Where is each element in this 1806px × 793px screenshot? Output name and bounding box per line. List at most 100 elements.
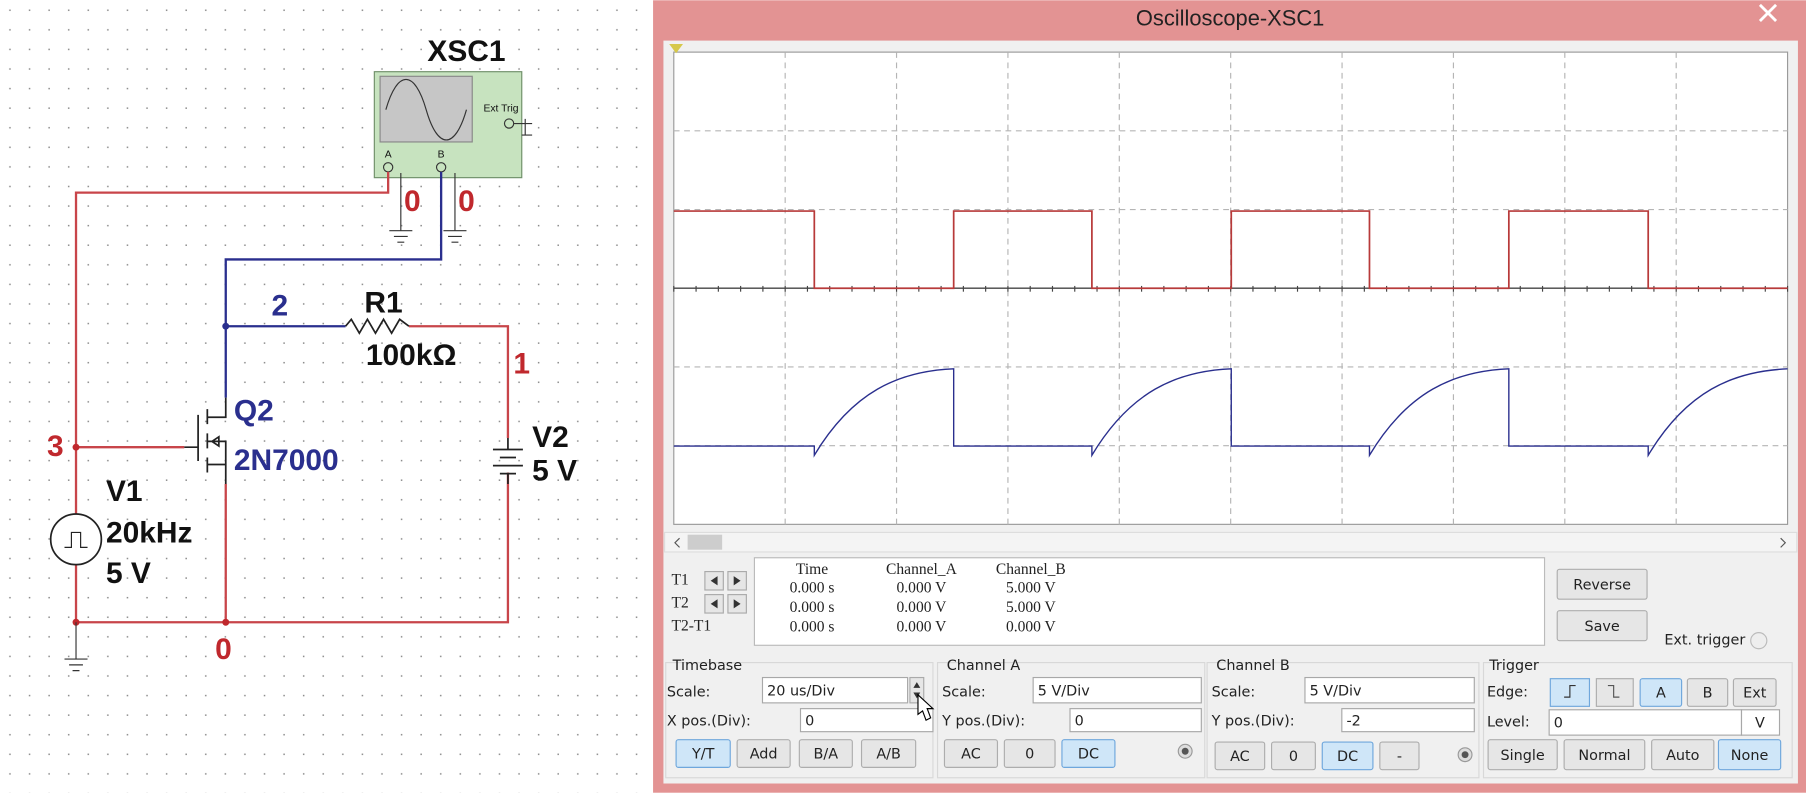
button-face[interactable] — [736, 739, 791, 768]
edge-icon — [1564, 685, 1576, 698]
button-face[interactable] — [1003, 739, 1056, 768]
button[interactable]: Auto — [1651, 739, 1715, 771]
button[interactable]: 0 — [1270, 741, 1316, 771]
button-label[interactable]: Normal — [1578, 748, 1630, 764]
mosfet — [184, 397, 227, 485]
button-label[interactable]: DC — [1337, 749, 1358, 765]
resistor — [344, 317, 410, 335]
button-label[interactable]: Single — [1501, 748, 1545, 764]
group-box — [1482, 661, 1793, 779]
button-face[interactable] — [1214, 741, 1266, 771]
readout-value: 0.000 V — [897, 599, 948, 616]
button[interactable]: AC — [1214, 741, 1266, 771]
text-input[interactable] — [1341, 708, 1475, 733]
button-label[interactable]: Auto — [1666, 748, 1700, 764]
button-face[interactable] — [1556, 568, 1648, 600]
button-face[interactable] — [1639, 678, 1683, 707]
button[interactable]: DC — [1061, 739, 1116, 768]
button[interactable]: Reverse — [1556, 568, 1648, 600]
button[interactable]: None — [1717, 739, 1782, 771]
edge-button[interactable] — [1549, 678, 1591, 707]
button[interactable]: A — [1639, 678, 1683, 707]
button-label[interactable]: Ext — [1743, 686, 1767, 702]
pulse-icon — [64, 531, 88, 548]
button-face[interactable] — [860, 739, 917, 768]
button[interactable]: Y/T — [675, 739, 731, 768]
wire — [408, 325, 510, 438]
component-value: 2N7000 — [234, 444, 339, 477]
button-face[interactable] — [675, 739, 731, 768]
button[interactable]: DC — [1321, 741, 1374, 771]
button-face[interactable] — [1321, 741, 1374, 771]
input-value[interactable]: 0 — [1075, 713, 1084, 729]
button-label[interactable]: A/B — [876, 747, 901, 763]
button-label[interactable]: None — [1731, 748, 1769, 764]
button-face[interactable] — [1686, 678, 1729, 707]
scroll-arrow[interactable] — [674, 537, 1787, 548]
button-label[interactable]: Save — [1584, 619, 1619, 635]
scope-icon — [385, 79, 468, 141]
button-face[interactable] — [798, 739, 853, 768]
input-value[interactable]: 5 V/Div — [1038, 683, 1090, 699]
button-face[interactable] — [1651, 739, 1715, 771]
input-value[interactable]: 5 V/Div — [1310, 683, 1362, 699]
input-value[interactable]: 0 — [805, 713, 814, 729]
close-button[interactable] — [1758, 3, 1778, 23]
text-input[interactable] — [761, 676, 909, 704]
button-face[interactable] — [1717, 739, 1782, 771]
button-label[interactable]: B — [1703, 686, 1713, 702]
button-face[interactable] — [1732, 678, 1777, 707]
button[interactable]: Add — [736, 739, 791, 768]
button-face[interactable] — [1379, 741, 1420, 771]
text-input[interactable] — [1548, 709, 1743, 736]
text-input[interactable] — [1032, 676, 1202, 704]
button-label[interactable]: 0 — [1025, 747, 1034, 763]
button-label[interactable]: DC — [1078, 747, 1099, 763]
button[interactable]: 0 — [1003, 739, 1056, 768]
edge-button[interactable] — [1595, 678, 1634, 707]
button-face[interactable] — [1487, 739, 1558, 771]
button-face[interactable] — [1061, 739, 1116, 768]
window-title: Oscilloscope-XSC1 — [1136, 6, 1324, 31]
channel-radio-dot — [1181, 747, 1189, 755]
button-label[interactable]: AC — [961, 747, 981, 763]
label: Timebase — [672, 658, 743, 674]
button[interactable]: B/A — [798, 739, 853, 768]
button-label[interactable]: Reverse — [1573, 577, 1631, 593]
ground — [443, 173, 467, 243]
ext-trigger-radio[interactable] — [1750, 632, 1768, 650]
button[interactable]: Normal — [1563, 739, 1646, 771]
text-input[interactable] — [1069, 708, 1202, 733]
button[interactable]: AC — [943, 739, 999, 768]
button[interactable]: - — [1379, 741, 1420, 771]
button-label[interactable]: B/A — [814, 747, 839, 763]
button-label[interactable]: Add — [750, 747, 778, 763]
cursor-label: T2 — [671, 594, 688, 611]
button-label[interactable]: - — [1397, 749, 1402, 765]
button-face[interactable] — [1556, 610, 1648, 642]
readout-header: Channel_B — [996, 561, 1066, 578]
button-label[interactable]: A — [1656, 686, 1666, 702]
button-face[interactable] — [1270, 741, 1316, 771]
input-value[interactable]: 20 us/Div — [767, 683, 835, 699]
text-input[interactable] — [1304, 676, 1475, 704]
label: Scale: — [942, 685, 986, 701]
button-label[interactable]: Y/T — [691, 747, 715, 763]
unit-label: V — [1755, 716, 1765, 732]
button-label[interactable]: AC — [1230, 749, 1250, 765]
component-label: V1 — [106, 475, 143, 508]
input-value[interactable]: -2 — [1346, 713, 1360, 729]
scrollbar[interactable] — [664, 531, 1798, 553]
scroll-thumb[interactable] — [687, 534, 723, 550]
button-face[interactable] — [1563, 739, 1646, 771]
button[interactable]: Ext — [1732, 678, 1777, 707]
button-label[interactable]: 0 — [1289, 749, 1298, 765]
button[interactable]: A/B — [860, 739, 917, 768]
text-input[interactable] — [799, 708, 934, 733]
cursor-label: T2-T1 — [671, 617, 711, 634]
button[interactable]: B — [1686, 678, 1729, 707]
input-value[interactable]: 0 — [1554, 716, 1563, 732]
button[interactable]: Single — [1487, 739, 1558, 771]
button-face[interactable] — [943, 739, 999, 768]
button[interactable]: Save — [1556, 610, 1648, 642]
